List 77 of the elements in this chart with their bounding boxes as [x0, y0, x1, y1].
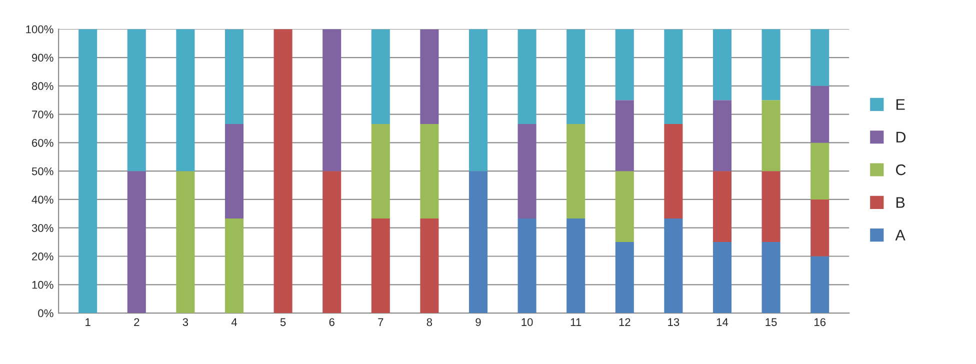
x-tick-label: 5 [280, 318, 286, 326]
bar [810, 199, 830, 256]
x-tick-label: 2 [134, 318, 140, 326]
bar [371, 124, 390, 218]
bar [762, 29, 780, 100]
bar [176, 171, 195, 314]
bar [810, 256, 830, 314]
bar [810, 86, 830, 143]
x-tick-label: 1 [86, 318, 90, 326]
x-tick-label: 4 [231, 318, 238, 326]
bar [371, 218, 390, 314]
bar [420, 218, 439, 314]
y-tick-label: 100% [26, 25, 54, 34]
bar [762, 171, 780, 242]
bar [810, 29, 830, 86]
bar [224, 124, 244, 218]
legend-label: E [896, 99, 905, 110]
y-tick-label: 10% [32, 280, 54, 289]
bar [712, 242, 732, 314]
bar [371, 29, 390, 124]
bar [664, 29, 683, 124]
bar [615, 100, 634, 172]
x-tick-label: 14 [716, 318, 728, 326]
bar [518, 124, 536, 218]
legend-label: D [896, 132, 906, 142]
y-tick-label: 40% [32, 196, 54, 204]
bar [810, 142, 830, 200]
bar [615, 171, 634, 242]
x-tick-label: 7 [378, 318, 384, 326]
bar [518, 218, 536, 314]
x-tick-label: 12 [619, 318, 630, 326]
bar [78, 29, 98, 314]
x-tick-label: 8 [426, 318, 432, 326]
legend-label: A [895, 230, 906, 240]
bar [712, 100, 732, 172]
bar [518, 29, 536, 124]
bar [712, 171, 732, 242]
bar [176, 29, 195, 172]
bar [420, 29, 439, 124]
bar [322, 171, 342, 314]
bar [224, 218, 244, 314]
y-tick-label: 0% [38, 309, 54, 318]
bar [712, 29, 732, 100]
y-tick-label: 70% [32, 110, 54, 118]
x-tick-label: 11 [570, 318, 582, 326]
bar [566, 218, 586, 314]
x-tick-label: 10 [522, 318, 533, 326]
x-tick-label: 3 [182, 318, 188, 326]
bar [566, 124, 586, 218]
legend-label: C [896, 164, 906, 176]
y-tick-label: 60% [32, 138, 54, 147]
x-tick-label: 9 [476, 318, 481, 326]
bar [322, 29, 342, 172]
y-tick-label: 20% [32, 252, 54, 260]
x-tick-label: 16 [814, 318, 826, 326]
bar [664, 218, 683, 314]
bar [762, 242, 780, 314]
x-tick-label: 13 [668, 318, 680, 326]
x-tick-label: 6 [329, 318, 334, 326]
bar [274, 29, 292, 314]
bar [468, 29, 488, 172]
legend-label: B [896, 197, 905, 208]
bar [566, 29, 586, 124]
bar [762, 100, 780, 172]
y-tick-label: 30% [32, 224, 54, 232]
y-tick-label: 80% [32, 82, 54, 90]
bar [664, 124, 683, 218]
x-tick-label: 15 [766, 318, 777, 326]
bar [420, 124, 439, 218]
bar [127, 29, 146, 172]
bar [224, 29, 244, 124]
bar [127, 171, 146, 314]
bar [615, 29, 634, 100]
y-tick-label: 50% [32, 167, 54, 176]
bar [468, 171, 488, 314]
y-tick-label: 90% [32, 54, 54, 62]
bar [615, 242, 634, 314]
